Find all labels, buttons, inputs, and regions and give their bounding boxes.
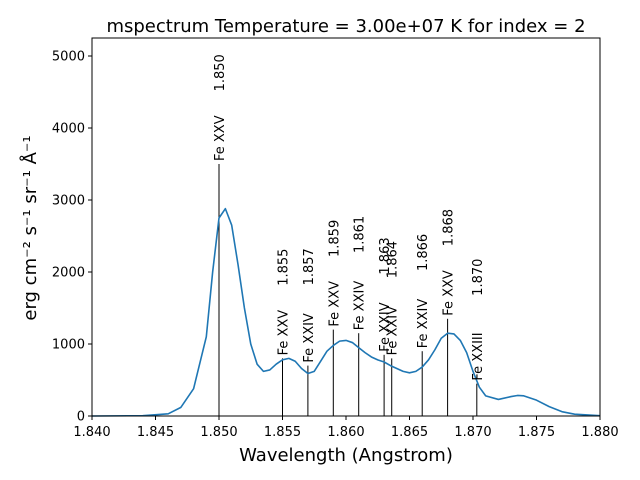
line-wavelength-label-3: 1.859 <box>327 220 342 257</box>
x-tick-label: 1.875 <box>518 425 555 440</box>
x-tick-label: 1.870 <box>454 425 491 440</box>
line-ion-label-4: Fe XXIV <box>353 281 368 331</box>
y-tick-label: 1000 <box>52 338 85 353</box>
spectrum-line <box>91 207 601 417</box>
line-wavelength-label-7: 1.866 <box>416 234 431 271</box>
y-axis: 0 1000 2000 3000 4000 5000 <box>52 50 92 425</box>
x-tick-label: 1.880 <box>581 425 618 440</box>
line-ion-label-8: Fe XXV <box>442 270 457 316</box>
line-wavelength-label-8: 1.868 <box>442 209 457 246</box>
x-axis: 1.840 1.845 1.850 1.855 1.860 1.865 1.870 1.875… <box>73 416 619 440</box>
line-ion-label-2: Fe XXIV <box>302 313 317 363</box>
y-tick-label: 0 <box>77 410 85 425</box>
line-ion-label-3: Fe XXV <box>327 281 342 327</box>
line-wavelength-label-4: 1.861 <box>353 216 368 253</box>
x-tick-label: 1.855 <box>264 425 301 440</box>
x-tick-label: 1.850 <box>200 425 237 440</box>
x-tick-label: 1.845 <box>137 425 174 440</box>
line-wavelength-label-0: 1.850 <box>213 54 228 91</box>
chart-title: mspectrum Temperature = 3.00e+07 K for i… <box>106 16 585 37</box>
y-tick-label: 3000 <box>52 194 85 209</box>
x-tick-label: 1.865 <box>391 425 428 440</box>
x-axis-label: Wavelength (Angstrom) <box>239 445 453 466</box>
line-ion-label-9: Fe XXIII <box>471 332 486 380</box>
line-wavelength-label-2: 1.857 <box>302 248 317 285</box>
x-tick-label: 1.860 <box>327 425 364 440</box>
y-axis-label: erg cm⁻² s⁻¹ sr⁻¹ Å⁻¹ <box>19 135 41 320</box>
line-ion-label-0: Fe XXV <box>213 115 228 161</box>
line-ion-label-6: Fe XXIV <box>386 306 401 356</box>
line-wavelength-label-6: 1.864 <box>386 241 401 278</box>
line-ion-label-7: Fe XXIV <box>416 299 431 349</box>
y-tick-label: 4000 <box>52 122 85 137</box>
x-tick-label: 1.840 <box>73 425 110 440</box>
plot-area: Fe XXV 1.850 Fe XXV 1.855 Fe XXIV 1.857 Fe XXV… <box>91 54 601 417</box>
plot-frame <box>91 37 601 417</box>
line-ion-label-1: Fe XXV <box>277 310 292 356</box>
y-tick-label: 5000 <box>52 50 85 65</box>
line-wavelength-label-9: 1.870 <box>471 259 486 296</box>
line-wavelength-label-1: 1.855 <box>277 249 292 286</box>
line-wavelength-label-5: 1.863 <box>378 237 393 274</box>
y-tick-label: 2000 <box>52 266 85 281</box>
line-ion-label-5: Fe XXIV <box>378 302 393 352</box>
